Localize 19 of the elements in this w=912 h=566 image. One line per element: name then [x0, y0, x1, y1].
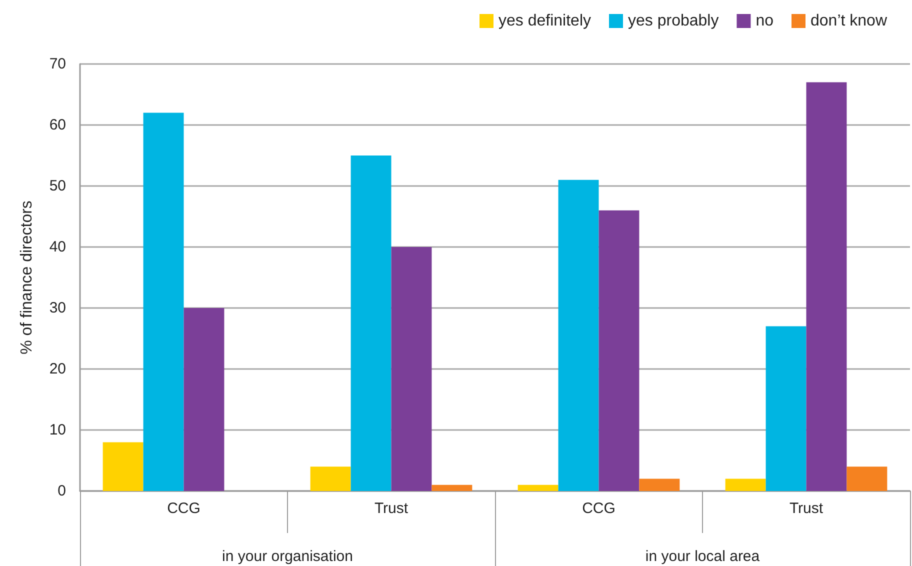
- y-tick-label: 60: [49, 116, 66, 134]
- y-tick-label: 70: [49, 56, 66, 72]
- text: in your local area: [645, 548, 760, 565]
- y-tick-label: 10: [49, 422, 66, 438]
- legend-label: no: [756, 12, 774, 30]
- y-axis-title: % of finance directors: [18, 200, 36, 354]
- x-tick-label: CCG: [167, 500, 200, 517]
- legend-label: don’t know: [810, 12, 888, 30]
- x-tick-label: Trust: [789, 500, 824, 517]
- y-tick-label: 50: [49, 178, 66, 194]
- text: in your organisation: [222, 548, 353, 565]
- y-tick-label: 30: [49, 300, 66, 316]
- y-tick-label: 40: [49, 238, 66, 256]
- y-tick-label: 20: [49, 360, 66, 378]
- legend-label: yes probably: [628, 12, 719, 30]
- x-tick-label: CCG: [582, 500, 616, 517]
- legend-label: yes definitely: [498, 12, 591, 30]
- y-tick-label: 0: [58, 482, 66, 500]
- x-tick-label: Trust: [374, 500, 409, 517]
